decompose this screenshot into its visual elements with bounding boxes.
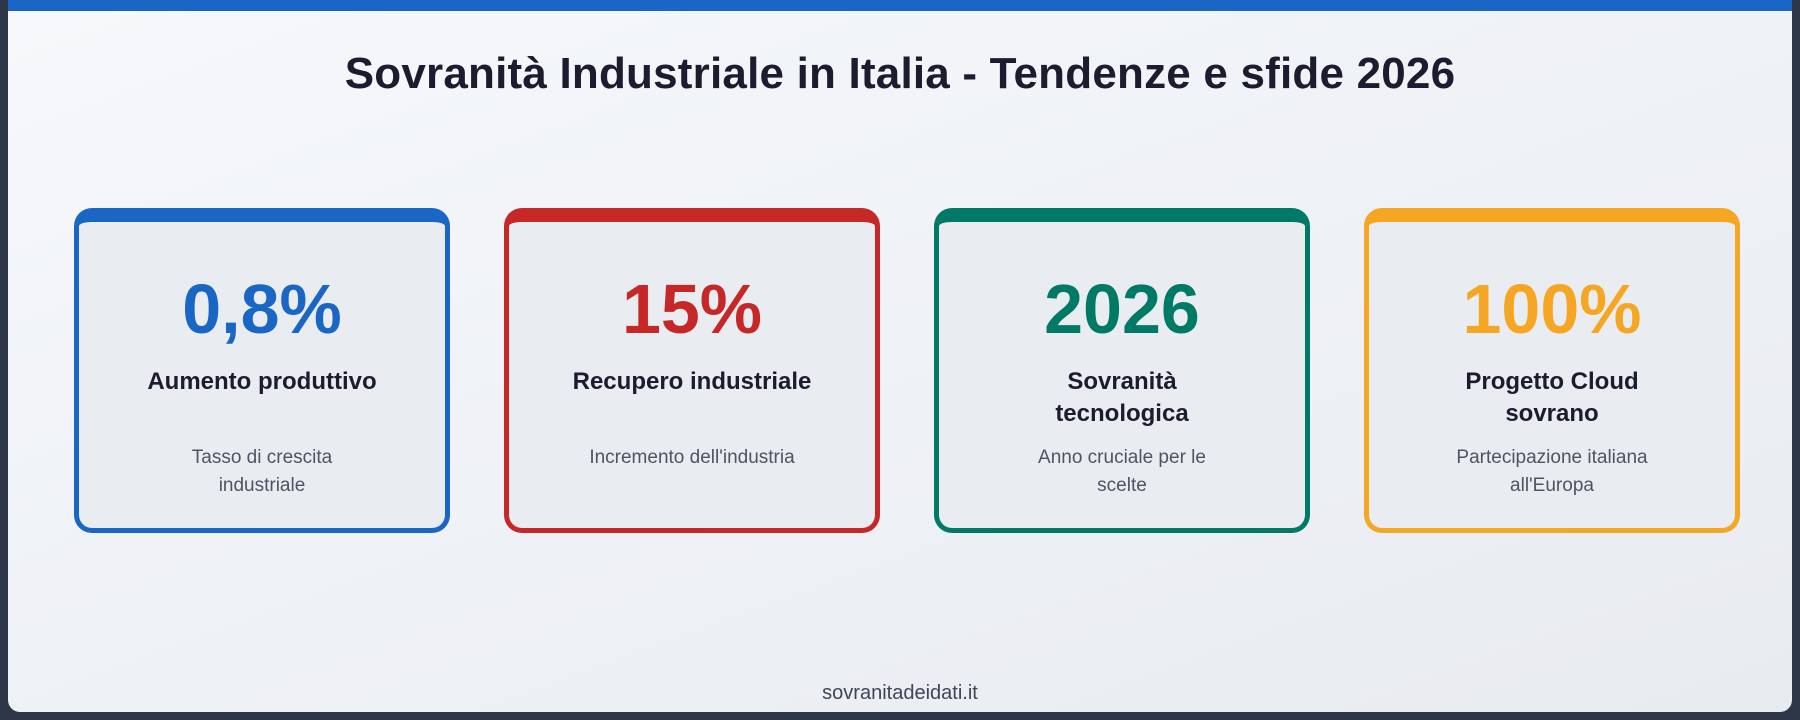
stat-label: Recupero industriale [572,368,812,395]
stat-card-recovery: 15% Recupero industriale Incremento dell… [504,208,880,533]
footer-site-link[interactable]: sovranitadeidati.it [822,682,978,704]
page-title: Sovranità Industriale in Italia - Tenden… [344,49,1456,98]
stat-description: Tasso di crescita industriale [191,447,333,496]
stat-card-production: 0,8% Aumento produttivo Tasso di crescit… [74,208,450,533]
stat-value: 0,8% [182,270,342,348]
stat-description: Incremento dell'industria [589,447,795,468]
stat-label: Progetto Cloud sovrano [1465,368,1639,427]
stat-card-cloud: 100% Progetto Cloud sovrano Partecipazio… [1364,208,1740,533]
stat-description: Partecipazione italiana all'Europa [1456,447,1648,496]
stat-description: Anno cruciale per le scelte [1038,447,1206,496]
stat-value: 2026 [1044,270,1200,348]
infographic-panel: Sovranità Industriale in Italia - Tenden… [8,0,1792,712]
stat-card-tech-sovereignty: 2026 Sovranità tecnologica Anno cruciale… [934,208,1310,533]
stat-value: 15% [621,270,763,348]
stat-label: Aumento produttivo [147,368,377,395]
stat-value: 100% [1462,270,1642,348]
stat-label: Sovranità tecnologica [1055,368,1189,427]
